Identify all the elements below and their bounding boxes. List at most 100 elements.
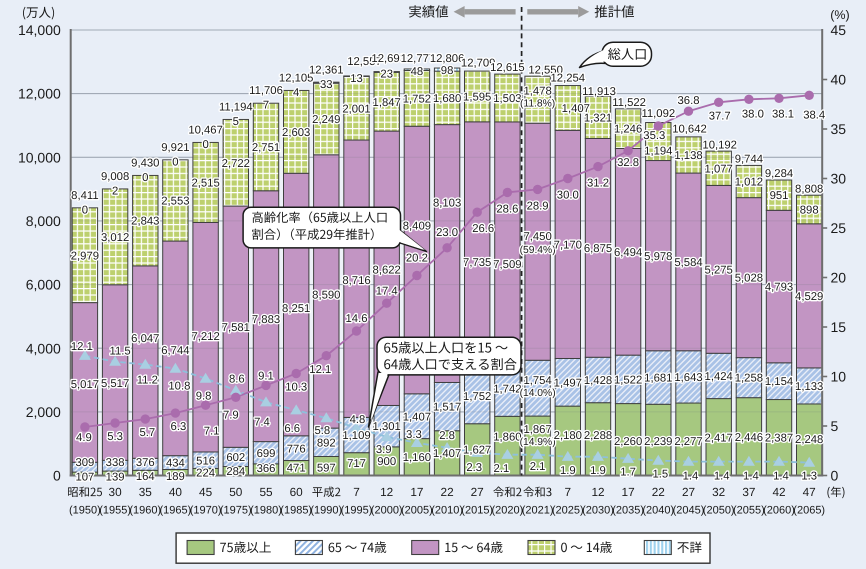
svg-text:12,557: 12,557 — [347, 56, 382, 68]
svg-text:7,170: 7,170 — [554, 240, 582, 252]
svg-text:717: 717 — [347, 458, 366, 470]
svg-text:2: 2 — [112, 185, 118, 197]
svg-text:38.0: 38.0 — [742, 108, 764, 120]
svg-text:1,681: 1,681 — [644, 373, 672, 385]
svg-text:8.6: 8.6 — [229, 373, 245, 385]
svg-text:10,467: 10,467 — [188, 125, 223, 137]
svg-text:(%): (%) — [830, 8, 849, 22]
svg-text:3,012: 3,012 — [101, 232, 129, 244]
svg-text:5,978: 5,978 — [644, 251, 672, 263]
svg-text:28.6: 28.6 — [496, 203, 518, 215]
svg-text:13: 13 — [350, 73, 363, 85]
svg-text:5,584: 5,584 — [674, 257, 702, 269]
svg-text:(1950): (1950) — [69, 505, 101, 517]
svg-text:5,275: 5,275 — [705, 265, 733, 277]
svg-text:48: 48 — [411, 66, 424, 78]
svg-text:2,387: 2,387 — [765, 433, 793, 445]
svg-text:892: 892 — [317, 437, 336, 449]
svg-text:(2021): (2021) — [522, 505, 554, 517]
svg-text:60: 60 — [290, 485, 304, 499]
svg-text:2,446: 2,446 — [735, 432, 763, 444]
svg-text:40: 40 — [831, 72, 847, 88]
svg-text:1.4: 1.4 — [743, 471, 759, 483]
svg-text:(59.4%): (59.4%) — [520, 245, 556, 256]
svg-text:516: 516 — [196, 455, 215, 467]
svg-text:2.8: 2.8 — [439, 430, 455, 442]
svg-text:7: 7 — [565, 485, 572, 499]
svg-text:6,000: 6,000 — [26, 277, 61, 293]
svg-text:4.9: 4.9 — [76, 432, 92, 444]
svg-text:1,643: 1,643 — [674, 372, 702, 384]
svg-text:7.4: 7.4 — [254, 416, 270, 428]
svg-text:5,017: 5,017 — [71, 379, 99, 391]
svg-text:(2035): (2035) — [612, 505, 644, 517]
svg-text:1.9: 1.9 — [560, 465, 576, 477]
svg-text:12,615: 12,615 — [490, 62, 525, 74]
svg-text:(2060): (2060) — [763, 505, 795, 517]
svg-text:10,000: 10,000 — [18, 149, 61, 165]
svg-text:42: 42 — [772, 485, 785, 499]
svg-text:1,478: 1,478 — [523, 86, 551, 98]
svg-text:(14.0%): (14.0%) — [520, 388, 556, 399]
svg-text:50: 50 — [229, 485, 243, 499]
svg-text:1,407: 1,407 — [562, 103, 590, 115]
svg-text:35: 35 — [139, 485, 153, 499]
svg-text:699: 699 — [257, 448, 276, 460]
svg-text:11.5: 11.5 — [110, 346, 131, 358]
svg-text:(2055): (2055) — [733, 505, 765, 517]
svg-text:14,000: 14,000 — [18, 22, 61, 38]
svg-text:(2000): (2000) — [371, 505, 403, 517]
svg-text:9,430: 9,430 — [131, 158, 159, 170]
svg-text:10: 10 — [831, 369, 847, 385]
svg-text:7,509: 7,509 — [493, 259, 521, 271]
svg-text:12,105: 12,105 — [279, 72, 314, 84]
svg-text:8,251: 8,251 — [282, 303, 310, 315]
svg-text:23: 23 — [380, 69, 393, 81]
svg-text:1,321: 1,321 — [584, 113, 612, 125]
svg-text:5.8: 5.8 — [314, 425, 330, 437]
svg-text:10,192: 10,192 — [702, 139, 737, 151]
svg-text:1,407: 1,407 — [433, 448, 461, 460]
svg-text:(1985): (1985) — [280, 505, 312, 517]
svg-text:7.1: 7.1 — [204, 425, 220, 437]
svg-text:5.7: 5.7 — [139, 427, 155, 439]
svg-text:951: 951 — [770, 190, 789, 202]
svg-text:5.3: 5.3 — [107, 431, 123, 443]
svg-text:338: 338 — [106, 457, 125, 469]
svg-text:10.3: 10.3 — [285, 382, 307, 394]
svg-text:2,603: 2,603 — [282, 127, 310, 139]
svg-text:4,529: 4,529 — [795, 291, 823, 303]
svg-text:1,517: 1,517 — [433, 402, 461, 414]
svg-text:776: 776 — [287, 443, 306, 455]
svg-text:26.6: 26.6 — [472, 223, 494, 235]
svg-text:(1960): (1960) — [129, 505, 161, 517]
svg-text:1.7: 1.7 — [620, 467, 636, 479]
svg-text:20: 20 — [831, 270, 847, 286]
svg-text:2,001: 2,001 — [342, 103, 370, 115]
svg-text:23.0: 23.0 — [436, 227, 458, 239]
svg-text:12: 12 — [380, 485, 393, 499]
svg-text:5,517: 5,517 — [101, 378, 129, 390]
svg-text:602: 602 — [226, 452, 245, 464]
svg-text:2,417: 2,417 — [705, 433, 733, 445]
svg-text:597: 597 — [317, 463, 336, 475]
svg-text:8,409: 8,409 — [403, 221, 431, 233]
svg-text:1,109: 1,109 — [342, 430, 370, 442]
svg-text:47: 47 — [803, 485, 816, 499]
svg-text:(1995): (1995) — [341, 505, 373, 517]
svg-text:38.4: 38.4 — [803, 109, 825, 121]
svg-text:1,407: 1,407 — [403, 411, 431, 423]
svg-text:12,806: 12,806 — [430, 53, 465, 65]
svg-text:(1970): (1970) — [190, 505, 222, 517]
svg-text:0: 0 — [142, 172, 148, 184]
svg-text:1,077: 1,077 — [705, 163, 733, 175]
svg-text:45: 45 — [199, 485, 213, 499]
svg-text:4,793: 4,793 — [765, 282, 793, 294]
svg-text:898: 898 — [800, 205, 819, 217]
svg-text:7,212: 7,212 — [191, 331, 219, 343]
svg-text:30.0: 30.0 — [557, 190, 579, 202]
svg-text:1,860: 1,860 — [493, 432, 521, 444]
svg-text:27: 27 — [682, 485, 695, 499]
svg-text:224: 224 — [196, 468, 215, 480]
svg-text:0: 0 — [82, 204, 88, 216]
